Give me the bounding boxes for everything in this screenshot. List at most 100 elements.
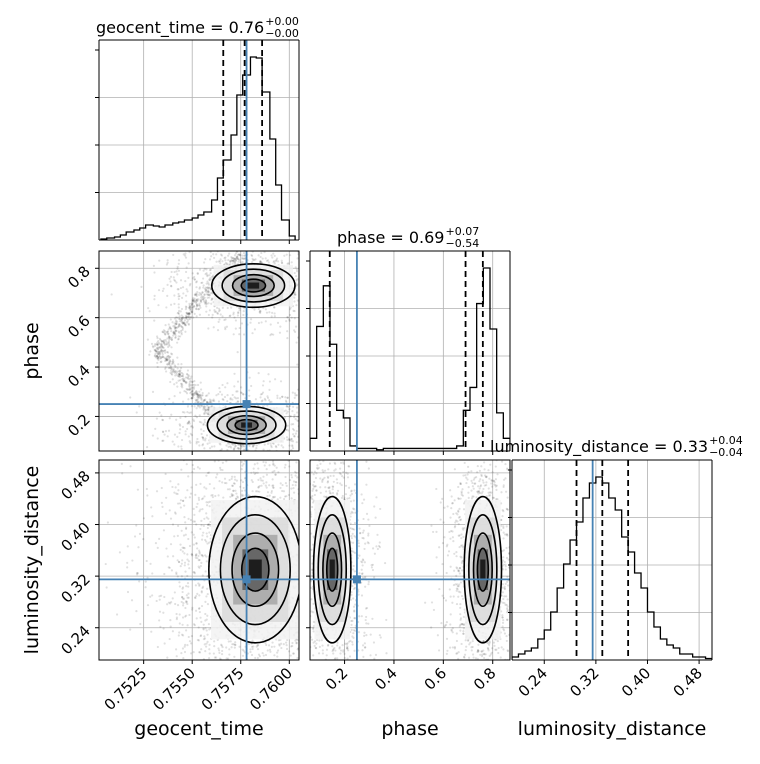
scatter-point	[262, 461, 264, 463]
scatter-point	[172, 254, 174, 256]
scatter-point	[269, 494, 271, 496]
scatter-point	[170, 543, 172, 545]
scatter-point	[265, 481, 267, 483]
scatter-point	[183, 516, 185, 518]
scatter-point	[487, 469, 489, 471]
scatter-point	[449, 588, 451, 590]
scatter-point	[468, 657, 470, 659]
scatter-point	[284, 464, 286, 466]
scatter-point	[485, 481, 487, 483]
scatter-point	[145, 581, 147, 583]
scatter-point	[175, 336, 177, 338]
scatter-point	[179, 417, 181, 419]
scatter-point	[253, 468, 255, 470]
scatter-point	[350, 594, 352, 596]
scatter-point	[199, 508, 201, 510]
scatter-point	[296, 257, 298, 259]
scatter-point	[222, 462, 224, 464]
scatter-point	[209, 447, 211, 449]
scatter-point	[343, 653, 345, 655]
scatter-point	[295, 304, 297, 306]
scatter-point	[379, 541, 381, 543]
scatter-point	[196, 407, 198, 409]
scatter-point	[362, 518, 364, 520]
scatter-point	[196, 416, 198, 418]
scatter-point	[251, 640, 253, 642]
scatter-point	[279, 497, 281, 499]
scatter-point	[219, 658, 221, 660]
scatter-point	[217, 329, 219, 331]
scatter-point	[283, 498, 285, 500]
scatter-point	[181, 624, 183, 626]
scatter-point	[193, 534, 195, 536]
scatter-point	[154, 428, 156, 430]
scatter-point	[169, 280, 171, 282]
scatter-point	[231, 476, 233, 478]
scatter-point	[170, 518, 172, 520]
scatter-point	[153, 298, 155, 300]
scatter-point	[219, 443, 221, 445]
scatter-point	[281, 396, 283, 398]
scatter-point	[126, 566, 128, 568]
scatter-point	[311, 639, 313, 641]
scatter-point	[230, 306, 232, 308]
scatter-point	[441, 498, 443, 500]
scatter-point	[188, 420, 190, 422]
scatter-point	[184, 562, 186, 564]
scatter-point	[234, 641, 236, 643]
scatter-point	[188, 385, 190, 387]
scatter-point	[167, 435, 169, 437]
scatter-point	[144, 586, 146, 588]
scatter-point	[218, 652, 220, 654]
scatter-point	[198, 594, 200, 596]
scatter-point	[458, 523, 460, 525]
scatter-point	[263, 380, 265, 382]
scatter-point	[342, 495, 344, 497]
scatter-point	[336, 642, 338, 644]
scatter-point	[172, 523, 174, 525]
scatter-point	[157, 366, 159, 368]
scatter-point	[182, 657, 184, 659]
scatter-point	[140, 286, 142, 288]
scatter-point	[175, 648, 177, 650]
scatter-point	[199, 268, 201, 270]
scatter-point	[184, 521, 186, 523]
scatter-point	[477, 485, 479, 487]
scatter-point	[482, 488, 484, 490]
scatter-point	[201, 534, 203, 536]
scatter-point	[172, 331, 174, 333]
scatter-point	[176, 342, 178, 344]
scatter-point	[207, 593, 209, 595]
scatter-point	[250, 472, 252, 474]
scatter-point	[271, 490, 273, 492]
scatter-point	[211, 405, 213, 407]
scatter-point	[224, 396, 226, 398]
scatter-point	[107, 521, 109, 523]
scatter-point	[314, 645, 316, 647]
scatter-point	[240, 479, 242, 481]
scatter-point	[266, 487, 268, 489]
scatter-point	[238, 253, 240, 255]
scatter-point	[165, 473, 167, 475]
scatter-point	[491, 647, 493, 649]
scatter-point	[188, 303, 190, 305]
scatter-point	[230, 640, 232, 642]
scatter-point	[199, 396, 201, 398]
scatter-point	[290, 654, 292, 656]
scatter-point	[165, 366, 167, 368]
scatter-point	[265, 320, 267, 322]
scatter-point	[283, 255, 285, 257]
scatter-point	[353, 610, 355, 612]
scatter-point	[188, 412, 190, 414]
scatter-point	[183, 380, 185, 382]
scatter-point	[161, 506, 163, 508]
scatter-point	[178, 373, 180, 375]
scatter-point	[456, 632, 458, 634]
scatter-point	[216, 473, 218, 475]
scatter-point	[189, 496, 191, 498]
scatter-point	[295, 433, 297, 435]
scatter-point	[164, 352, 166, 354]
scatter-point	[198, 567, 200, 569]
scatter-point	[212, 496, 214, 498]
scatter-point	[175, 323, 177, 325]
